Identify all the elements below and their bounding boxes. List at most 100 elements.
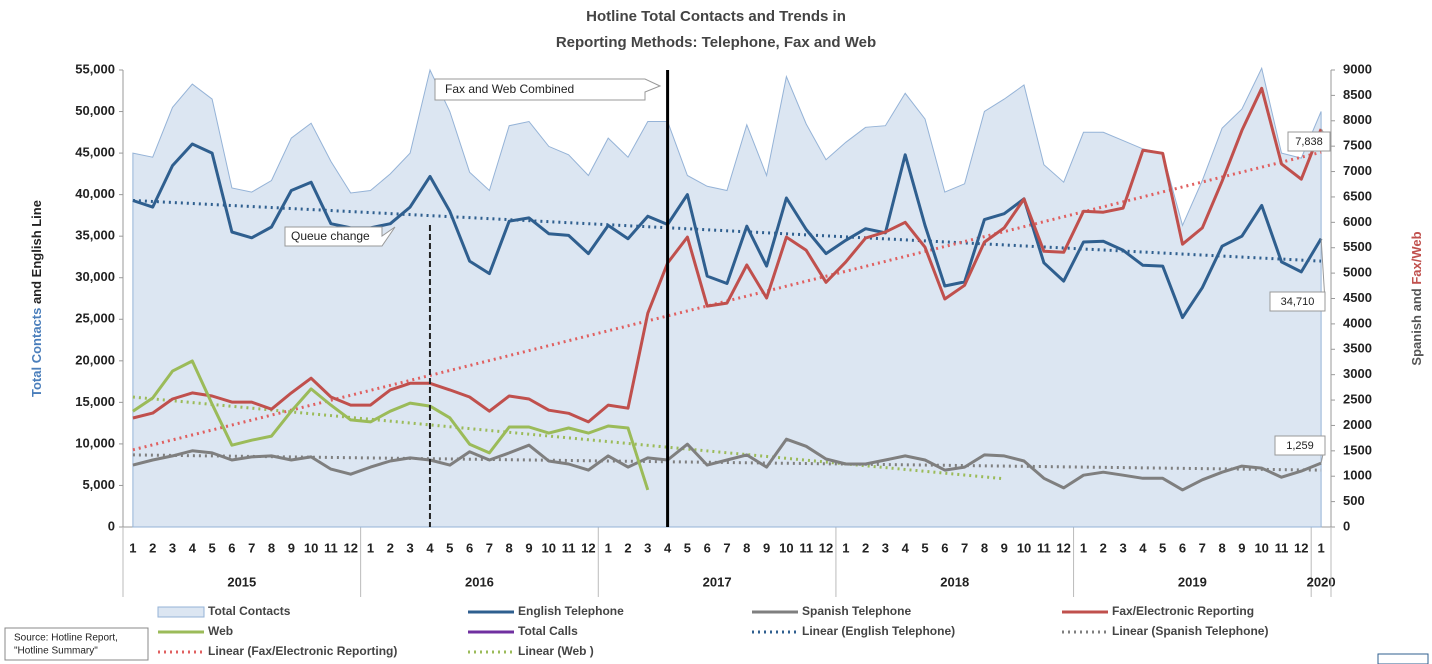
year-label: 2018 [940, 574, 969, 589]
x-tick-label: 6 [704, 540, 711, 555]
x-tick-label: 1 [605, 540, 612, 555]
x-tick-label: 10 [779, 540, 793, 555]
y-tick-label: 0 [108, 518, 115, 533]
year-label: 2017 [703, 574, 732, 589]
x-tick-label: 8 [1218, 540, 1225, 555]
x-tick-label: 2 [862, 540, 869, 555]
x-tick-label: 3 [169, 540, 176, 555]
y-tick-label: 45,000 [75, 145, 115, 160]
x-tick-label: 1 [129, 540, 136, 555]
x-tick-label: 9 [1238, 540, 1245, 555]
year-label: 2016 [465, 574, 494, 589]
callout-box [434, 78, 662, 101]
source-text: Source: Hotline Report, [14, 633, 118, 644]
x-tick-label: 7 [248, 540, 255, 555]
x-tick-label: 10 [542, 540, 556, 555]
x-tick-label: 10 [304, 540, 318, 555]
x-tick-label: 12 [344, 540, 358, 555]
x-tick-label: 1 [1080, 540, 1087, 555]
x-tick-label: 7 [1199, 540, 1206, 555]
axis-title-part: Total Contacts [29, 308, 44, 397]
x-tick-label: 4 [664, 540, 672, 555]
y2-tick-label: 8500 [1343, 87, 1372, 102]
chart-title: Hotline Total Contacts and Trends in [586, 8, 846, 25]
x-tick-label: 11 [562, 540, 576, 555]
y-tick-label: 25,000 [75, 311, 115, 326]
x-tick-label: 1 [1317, 540, 1324, 555]
label-box [1269, 291, 1326, 312]
year-label: 2015 [227, 574, 256, 589]
label-box [1287, 131, 1331, 152]
x-tick-label: 9 [288, 540, 295, 555]
x-tick-label: 12 [1294, 540, 1308, 555]
y-tick-label: 40,000 [75, 186, 115, 201]
y2-tick-label: 0 [1343, 518, 1350, 533]
legend-label: Total Calls [518, 624, 578, 638]
x-tick-label: 3 [1119, 540, 1126, 555]
x-tick-label: 11 [1275, 540, 1289, 555]
y2-tick-label: 3500 [1343, 341, 1372, 356]
y-tick-label: 30,000 [75, 269, 115, 284]
legend-label: Linear (Fax/Electronic Reporting) [208, 644, 397, 658]
x-tick-label: 5 [921, 540, 928, 555]
trendline [132, 395, 1005, 481]
label-leader [1320, 238, 1326, 302]
y2-tick-label: 1000 [1343, 468, 1372, 483]
y2-tick-label: 9000 [1343, 61, 1372, 76]
x-tick-label: 11 [324, 540, 338, 555]
x-tick-label: 10 [1017, 540, 1031, 555]
value-label: 7,838 [1295, 136, 1323, 148]
x-tick-label: 9 [763, 540, 770, 555]
x-tick-label: 6 [941, 540, 948, 555]
y2-tick-label: 6000 [1343, 214, 1372, 229]
legend-label: Linear (Spanish Telephone) [1112, 624, 1268, 638]
source-box [4, 627, 149, 661]
y2-tick-label: 5000 [1343, 265, 1372, 280]
legend-label: Linear (Web ) [518, 644, 594, 658]
annotation: Queue change [291, 229, 370, 243]
x-tick-label: 8 [268, 540, 275, 555]
x-tick-label: 11 [1037, 540, 1051, 555]
y2-tick-label: 1500 [1343, 442, 1372, 457]
x-tick-label: 5 [208, 540, 215, 555]
x-tick-label: 3 [882, 540, 889, 555]
x-tick-label: 9 [525, 540, 532, 555]
legend-label: Fax/Electronic Reporting [1112, 604, 1254, 618]
x-tick-label: 3 [407, 540, 414, 555]
x-tick-label: 4 [1139, 540, 1147, 555]
x-tick-label: 2 [149, 540, 156, 555]
x-tick-label: 8 [743, 540, 750, 555]
x-tick-label: 7 [723, 540, 730, 555]
line [132, 142, 1323, 320]
area [132, 66, 1322, 528]
y2-tick-label: 7500 [1343, 138, 1372, 153]
annotation: Fax and Web Combined [445, 82, 574, 96]
y-tick-label: 35,000 [75, 228, 115, 243]
source-text: "Hotline Summary" [14, 646, 98, 657]
y2-tick-label: 7000 [1343, 163, 1372, 178]
x-tick-label: 3 [644, 540, 651, 555]
legend-label: Total Contacts [208, 604, 291, 618]
x-tick-label: 1 [842, 540, 849, 555]
line [132, 437, 1322, 492]
y-tick-label: 55,000 [75, 61, 115, 76]
x-tick-label: 9 [1001, 540, 1008, 555]
x-tick-label: 12 [1056, 540, 1070, 555]
value-label: 1,259 [1286, 440, 1314, 452]
line [132, 86, 1323, 424]
x-tick-label: 2 [387, 540, 394, 555]
legend-swatch [157, 606, 205, 618]
y2-tick-label: 6500 [1343, 188, 1372, 203]
year-label: 2020 [1307, 574, 1336, 589]
axis-title-part: English Line [29, 200, 44, 277]
line [132, 359, 650, 491]
frame [1377, 653, 1429, 664]
x-tick-label: 10 [1254, 540, 1268, 555]
x-tick-label: 11 [799, 540, 813, 555]
x-tick-label: 6 [228, 540, 235, 555]
axis-title-part: Spanish and [1409, 285, 1424, 366]
x-tick-label: 5 [446, 540, 453, 555]
x-tick-label: 1 [367, 540, 374, 555]
y-tick-label: 10,000 [75, 435, 115, 450]
legend-label: Linear (English Telephone) [802, 624, 955, 638]
